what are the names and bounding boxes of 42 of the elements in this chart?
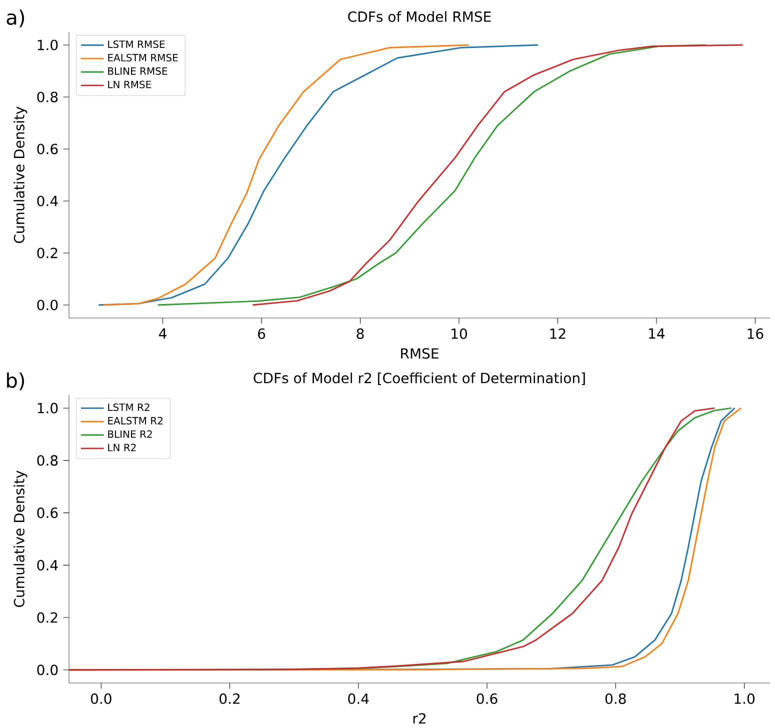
legend-label: EALSTM R2 (108, 416, 162, 424)
y-tick-label: 1.0 (38, 402, 58, 414)
x-tick-label: 14 (649, 328, 665, 339)
y-tick-label: 0.2 (37, 612, 58, 623)
line-series (252, 44, 744, 306)
x-tick-label: 10 (452, 328, 467, 339)
y-tick-label: 0.8 (37, 92, 58, 102)
legend-label: LSTM R2 (108, 403, 150, 412)
chart-title: CDFs of Model RMSE (348, 11, 491, 22)
y-tick-label: 0.2 (37, 248, 58, 258)
y-tick-label: 0.4 (37, 560, 58, 570)
chart-title: CDFs of Model r2 [Coefficient of Determination] (254, 372, 585, 385)
x-tick-label: 0.6 (476, 693, 498, 704)
x-tick-label: 0.2 (220, 693, 240, 704)
y-axis-title: Cumulative Density (14, 470, 28, 608)
x-tick-label: 8 (356, 328, 364, 339)
legend-label: LN RMSE (108, 80, 151, 88)
x-tick-label: 0.8 (605, 693, 626, 704)
y-tick-label: 0.0 (37, 300, 58, 310)
x-tick-label: 12 (550, 328, 566, 339)
text: a) (6, 9, 24, 28)
y-axis-title: Cumulative Density (14, 106, 28, 243)
x-axis-title: RMSE (401, 348, 438, 359)
legend-label: BLINE RMSE (108, 67, 168, 75)
legend-label: EALSTM RMSE (108, 54, 178, 62)
x-tick-label: 0.0 (90, 693, 112, 704)
y-tick-label: 0.8 (37, 455, 58, 466)
x-tick-label: 4 (159, 328, 166, 339)
text: b) (7, 372, 24, 390)
x-tick-label: 16 (748, 328, 764, 339)
y-tick-label: 0.6 (37, 508, 58, 518)
y-tick-label: 1.0 (38, 40, 58, 50)
legend-label: BLINE R2 (108, 430, 152, 438)
y-tick-label: 0.6 (37, 144, 58, 154)
legend-label: LSTM RMSE (108, 40, 165, 48)
legend-label: LN R2 (108, 444, 136, 452)
x-tick-label: 6 (258, 328, 266, 339)
x-axis-title: r2 (413, 713, 426, 724)
x-tick-label: 1.0 (734, 693, 754, 704)
y-tick-label: 0.4 (37, 196, 58, 206)
y-tick-label: 0.0 (37, 664, 58, 676)
x-tick-label: 0.4 (348, 693, 369, 704)
